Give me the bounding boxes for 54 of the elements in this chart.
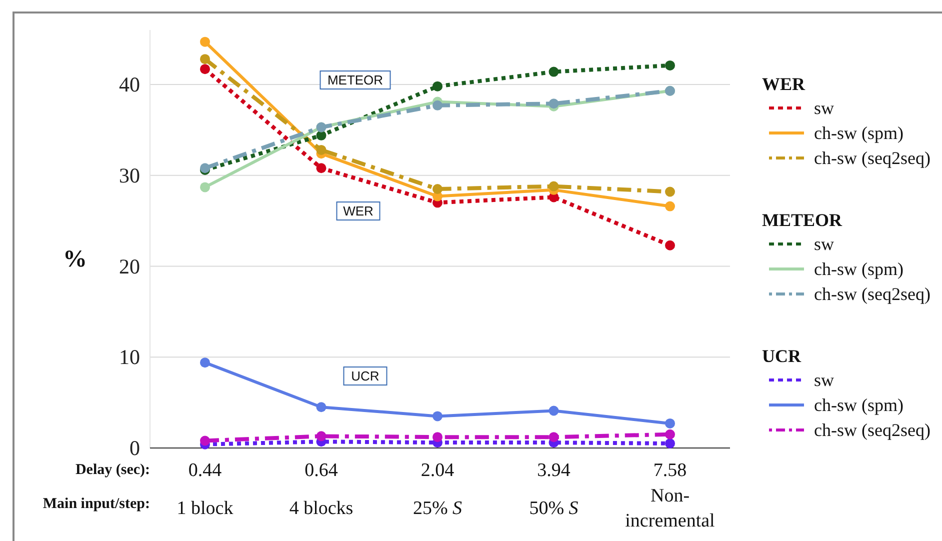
legend-label: sw — [814, 370, 834, 390]
y-tick-label: 30 — [119, 163, 140, 188]
point — [548, 181, 559, 192]
y-tick-label: 0 — [130, 436, 140, 460]
point — [665, 240, 675, 250]
x-tick-label: 2.04 25% S — [412, 460, 463, 518]
legend-label: sw — [814, 98, 834, 118]
point — [200, 436, 210, 446]
point — [665, 418, 675, 428]
point — [432, 432, 442, 442]
point — [548, 66, 559, 77]
point — [316, 163, 326, 174]
legend-label: ch-sw (spm) — [814, 123, 904, 143]
point — [665, 438, 675, 448]
y-axis-title: % — [63, 246, 87, 272]
legend-label: ch-sw (spm) — [814, 259, 904, 279]
annotation: UCR — [351, 368, 380, 384]
point — [665, 60, 675, 70]
y-tick-label: 10 — [119, 345, 140, 370]
annotation: METEOR — [327, 72, 384, 88]
point — [432, 81, 442, 92]
point — [200, 182, 210, 192]
point — [200, 64, 210, 74]
x-tick-label: 3.94 50% S — [529, 460, 579, 518]
point — [432, 411, 442, 422]
legend-label: ch-sw (seq2seq) — [814, 148, 930, 168]
point — [665, 186, 675, 197]
y-tick-label: 40 — [119, 72, 140, 97]
point — [432, 184, 442, 194]
text: METEOR — [762, 210, 842, 230]
x-tick-label: 0.64 4 blocks — [289, 460, 354, 518]
point — [316, 431, 326, 442]
point — [200, 358, 210, 368]
point — [316, 402, 326, 412]
point — [200, 54, 210, 64]
point — [316, 144, 326, 155]
point — [548, 432, 559, 442]
annotation: WER — [343, 204, 374, 218]
legend-label: sw — [814, 234, 834, 254]
point — [548, 98, 559, 109]
x-tick-label: 0.44 1 block — [176, 460, 234, 518]
point — [665, 201, 675, 212]
point — [548, 406, 559, 416]
y-tick-label: 20 — [119, 254, 140, 278]
point — [200, 36, 210, 47]
text: Delay (sec): Main input/step: — [42, 462, 150, 512]
point — [665, 429, 675, 440]
legend-label: ch-sw (seq2seq) — [814, 420, 930, 440]
text: UCR — [762, 346, 801, 366]
point — [432, 100, 442, 110]
x-tick-label: 7.58 Non- incremental — [625, 460, 715, 531]
legend-label: ch-sw (spm) — [814, 395, 904, 415]
legend-label: ch-sw (seq2seq) — [814, 284, 930, 304]
text: WER — [762, 74, 806, 94]
